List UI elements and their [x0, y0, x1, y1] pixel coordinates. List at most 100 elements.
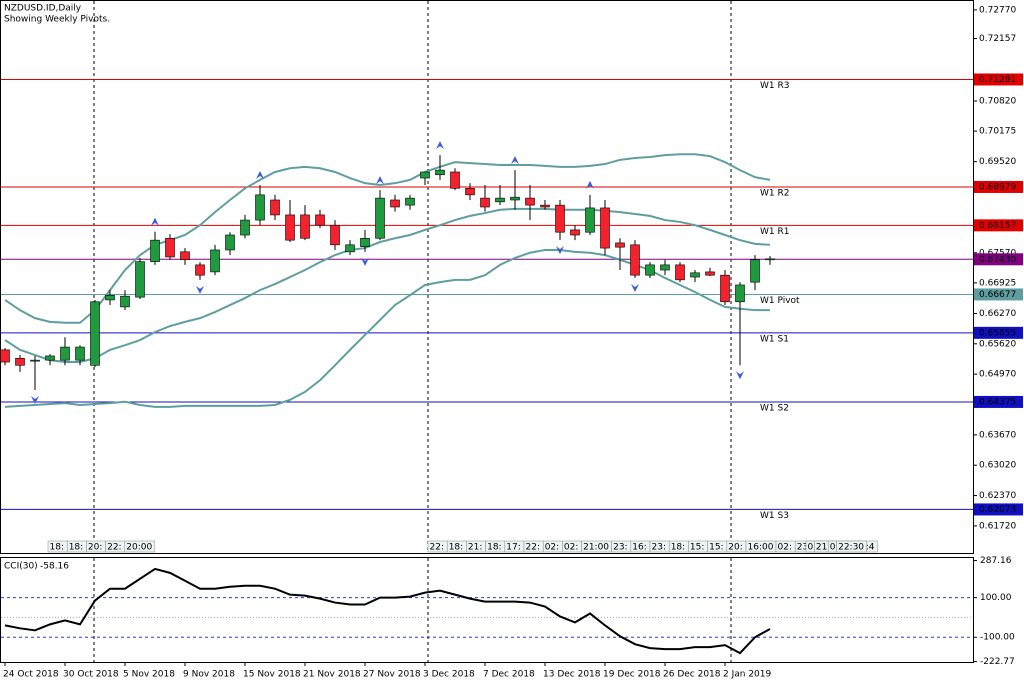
- y-tick-label: 0.72157: [979, 34, 1016, 44]
- candle-body: [45, 355, 55, 361]
- pivot-name: W1 S3: [760, 511, 789, 521]
- candle-body: [510, 196, 520, 201]
- y-tick-label: 0.64970: [979, 370, 1016, 380]
- pivot-price-box: [974, 326, 1023, 339]
- x-tick-label: 7 Dec 2018: [483, 670, 535, 680]
- y-tick-label: 0.69520: [979, 157, 1016, 167]
- y-tick-label: 0.72770: [979, 5, 1016, 15]
- time-label: 15:: [690, 543, 704, 553]
- x-tick-label: 30 Oct 2018: [63, 670, 119, 680]
- pivot-price-label: 0.68979: [979, 182, 1016, 192]
- time-label: 02:: [564, 543, 578, 553]
- candle-body: [570, 229, 580, 236]
- x-tick-label: 24 Oct 2018: [3, 670, 59, 680]
- y-tick-label: 0.63020: [979, 461, 1016, 471]
- fractal-down: [196, 285, 204, 294]
- fractal-down: [31, 396, 39, 405]
- x-tick-label: 3 Dec 2018: [423, 670, 475, 680]
- time-label-box: [124, 540, 156, 553]
- candle-body: [180, 251, 190, 261]
- candle-body: [360, 237, 370, 247]
- candle-body: [480, 197, 490, 208]
- y-tick-label: 0.70820: [979, 96, 1016, 106]
- pivot-name: W1 S1: [760, 334, 789, 344]
- fractal-up: [151, 217, 159, 226]
- time-label: 02:: [545, 543, 559, 553]
- x-tick-label: 13 Dec 2018: [543, 670, 601, 680]
- candle-body: [300, 214, 310, 239]
- pivot-price-box: [974, 395, 1023, 408]
- candle-body: [255, 194, 265, 221]
- candle-body: [645, 264, 655, 276]
- fractal-down: [736, 371, 744, 380]
- candle-body: [540, 204, 550, 208]
- candle-body: [525, 197, 535, 206]
- time-label: 23:: [652, 543, 666, 553]
- fractal-up: [511, 156, 519, 165]
- time-label: 16:00: [748, 543, 774, 553]
- time-label: 15:: [709, 543, 723, 553]
- band-line: [4, 248, 770, 408]
- time-label: 18:: [671, 543, 685, 553]
- time-label: 18:: [50, 543, 64, 553]
- y-tick-label: 0.63670: [979, 430, 1016, 440]
- candle-body: [555, 204, 565, 233]
- candle-body: [450, 171, 460, 189]
- time-label: 20:: [728, 543, 742, 553]
- pivot-price-label: 0.64375: [979, 397, 1016, 407]
- time-label: 22:: [430, 543, 444, 553]
- indicator-value: -58.16: [40, 562, 69, 572]
- candle-body: [75, 346, 85, 361]
- candle-body: [195, 264, 205, 276]
- candle-body: [345, 244, 355, 253]
- chart-title: NZDUSD.ID,Daily: [4, 4, 82, 14]
- current-price-label: 0.67430: [979, 255, 1016, 265]
- time-label: 23:: [613, 543, 627, 553]
- time-label: 21:00: [583, 543, 609, 553]
- fractal-up: [436, 141, 444, 150]
- candle-body: [465, 188, 475, 196]
- candle-body: [60, 346, 70, 361]
- pivot-name: W1 S2: [760, 403, 789, 413]
- y-tick-label: 287.16: [980, 556, 1012, 566]
- y-tick-label: -222.77: [980, 657, 1015, 667]
- candle-body: [615, 242, 625, 248]
- y-tick-label: 0.67570: [979, 248, 1016, 258]
- time-label-box: [836, 540, 867, 553]
- y-tick-label: 0.61720: [979, 521, 1016, 531]
- time-label: 21:: [468, 543, 482, 553]
- chart-subtitle: Showing Weekly Pivots.: [4, 15, 110, 25]
- candle-body: [135, 261, 145, 298]
- fractal-up: [256, 171, 264, 180]
- candle-body: [420, 171, 430, 179]
- pivot-name: W1 R2: [760, 188, 789, 198]
- candle-body: [165, 237, 175, 258]
- candle-body: [90, 301, 100, 366]
- fractal-down: [556, 246, 564, 255]
- time-label: 21: [816, 543, 827, 553]
- time-label: 16:: [632, 543, 646, 553]
- indicator-title: CCI(30): [4, 562, 38, 572]
- pivot-price-label: 0.68157: [979, 221, 1016, 231]
- y-tick-label: 0.66925: [979, 278, 1016, 288]
- candle-body: [0, 349, 10, 363]
- candle-body: [705, 271, 715, 276]
- main-panel: [0, 0, 974, 554]
- candle-body: [690, 272, 700, 278]
- candle-body: [765, 258, 775, 261]
- fractal-down: [361, 257, 369, 266]
- candle-body: [105, 294, 115, 301]
- candle-body: [330, 224, 340, 246]
- band-line: [4, 207, 771, 364]
- y-tick-label: 0.65620: [979, 339, 1016, 349]
- time-label: 22:: [107, 543, 121, 553]
- candle-body: [435, 169, 445, 176]
- candle-body: [660, 264, 670, 271]
- candle-body: [210, 249, 220, 273]
- band-line: [4, 153, 771, 324]
- pivot-price-label: 0.71281: [979, 75, 1016, 85]
- x-tick-label: 15 Nov 2018: [243, 670, 301, 680]
- time-label: 18:: [487, 543, 501, 553]
- y-tick-label: 100.00: [980, 593, 1012, 603]
